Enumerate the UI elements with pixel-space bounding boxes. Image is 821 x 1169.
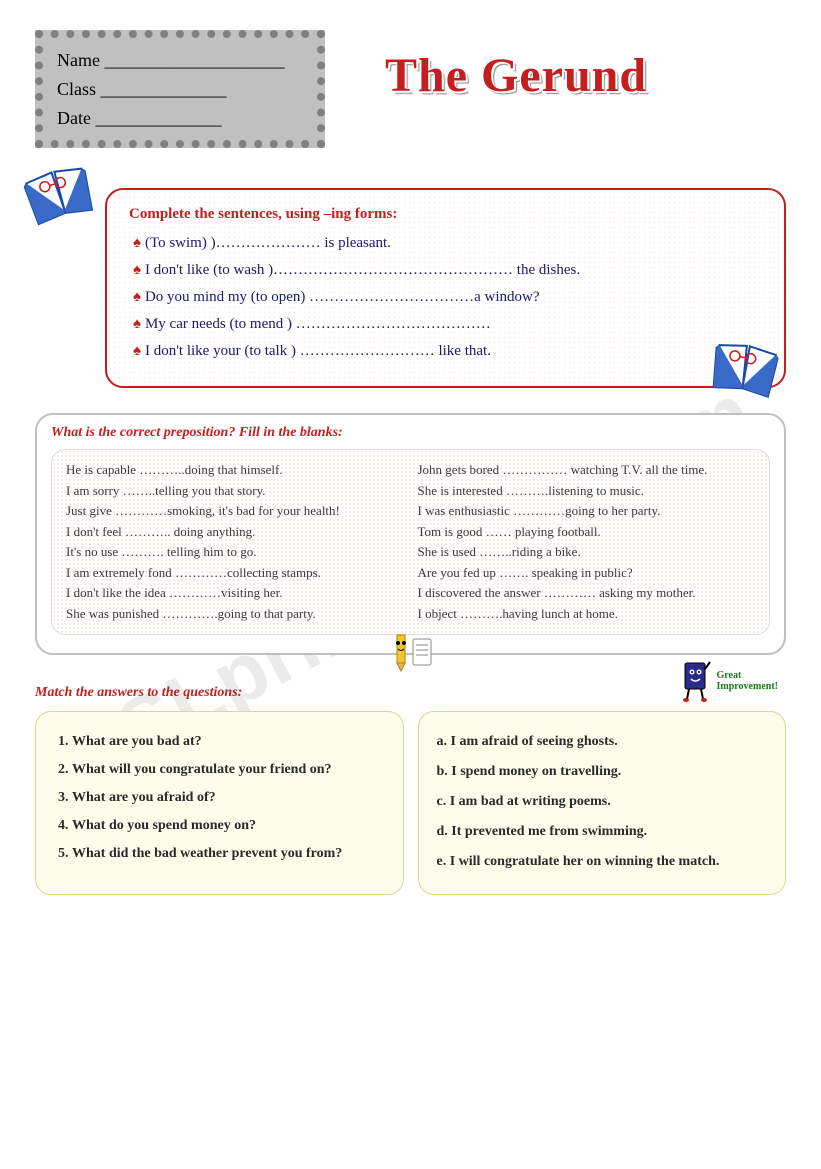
questions-box: What are you bad at? What will you congr… xyxy=(35,711,404,895)
question-item[interactable]: What are you bad at? xyxy=(58,728,385,756)
answers-box: a. I am afraid of seeing ghosts. b. I sp… xyxy=(418,711,787,895)
answer-item[interactable]: d. It prevented me from swimming. xyxy=(437,818,768,846)
questions-list: What are you bad at? What will you congr… xyxy=(54,728,385,868)
section1-box: Complete the sentences, using –ing forms… xyxy=(105,188,786,388)
section2-box: What is the correct preposition? Fill in… xyxy=(35,413,786,655)
exercise-item[interactable]: ♠I don't like your (to talk ) ……………………… … xyxy=(129,343,762,360)
section2-body: He is capable ………..doing that himself. I… xyxy=(51,449,770,635)
blank-sentence[interactable]: Tom is good …… playing football. xyxy=(418,522,756,542)
item-text: My car needs (to mend ) ………………………………… xyxy=(145,316,491,332)
class-field[interactable]: Class ______________ xyxy=(57,75,303,104)
blank-sentence[interactable]: I object ……….having lunch at home. xyxy=(418,604,756,624)
blank-sentence[interactable]: He is capable ………..doing that himself. xyxy=(66,460,404,480)
page-title: The Gerund xyxy=(385,48,647,103)
blank-sentence[interactable]: She was punished ………….going to that part… xyxy=(66,604,404,624)
question-item[interactable]: What did the bad weather prevent you fro… xyxy=(58,840,385,868)
blank-sentence[interactable]: John gets bored …………… watching T.V. all … xyxy=(418,460,756,480)
blank-sentence[interactable]: It's no use ………. telling him to go. xyxy=(66,542,404,562)
spade-icon: ♠ xyxy=(133,343,141,359)
section3-title: Match the answers to the questions: xyxy=(35,685,786,701)
question-item[interactable]: What are you afraid of? xyxy=(58,784,385,812)
section2-title: What is the correct preposition? Fill in… xyxy=(51,425,770,441)
section2-right-col: John gets bored …………… watching T.V. all … xyxy=(418,460,756,624)
answer-item[interactable]: a. I am afraid of seeing ghosts. xyxy=(437,728,768,756)
book-icon xyxy=(18,155,101,231)
header-row: Name ____________________ Class ________… xyxy=(35,30,786,148)
item-text: (To swim) )………………… is pleasant. xyxy=(145,235,391,251)
answer-item[interactable]: b. I spend money on travelling. xyxy=(437,758,768,786)
blank-sentence[interactable]: She is interested ……….listening to music… xyxy=(418,481,756,501)
blank-sentence[interactable]: I don't like the idea …………visiting her. xyxy=(66,583,404,603)
book-icon xyxy=(706,333,785,404)
name-box: Name ____________________ Class ________… xyxy=(35,30,325,148)
blank-sentence[interactable]: Just give …………smoking, it's bad for your… xyxy=(66,501,404,521)
improvement-badge: Great Improvement! xyxy=(679,659,778,703)
section3-container: Match the answers to the questions: Grea… xyxy=(35,685,786,895)
spade-icon: ♠ xyxy=(133,262,141,278)
spade-icon: ♠ xyxy=(133,235,141,251)
name-field[interactable]: Name ____________________ xyxy=(57,46,303,75)
answer-item[interactable]: e. I will congratulate her on winning th… xyxy=(437,848,768,876)
section1-container: Complete the sentences, using –ing forms… xyxy=(35,188,786,388)
question-item[interactable]: What do you spend money on? xyxy=(58,812,385,840)
date-field[interactable]: Date ______________ xyxy=(57,104,303,133)
exercise-item[interactable]: ♠(To swim) )………………… is pleasant. xyxy=(129,235,762,252)
exercise-item[interactable]: ♠My car needs (to mend ) ………………………………… xyxy=(129,316,762,333)
spade-icon: ♠ xyxy=(133,316,141,332)
blank-sentence[interactable]: I was enthusiastic …………going to her part… xyxy=(418,501,756,521)
book-character-icon xyxy=(679,659,713,703)
blank-sentence[interactable]: I don't feel ……….. doing anything. xyxy=(66,522,404,542)
blank-sentence[interactable]: I discovered the answer ………… asking my m… xyxy=(418,583,756,603)
item-text: I don't like (to wash )………………………………………… … xyxy=(145,262,580,278)
improvement-text: Great Improvement! xyxy=(717,670,778,692)
blank-sentence[interactable]: I am sorry ……..telling you that story. xyxy=(66,481,404,501)
exercise-item[interactable]: ♠Do you mind my (to open) ……………………………a w… xyxy=(129,289,762,306)
spade-icon: ♠ xyxy=(133,289,141,305)
blank-sentence[interactable]: I am extremely fond …………collecting stamp… xyxy=(66,563,404,583)
blank-sentence[interactable]: She is used ……..riding a bike. xyxy=(418,542,756,562)
item-text: I don't like your (to talk ) ……………………… l… xyxy=(145,343,491,359)
exercise-item[interactable]: ♠I don't like (to wash )…………………………………………… xyxy=(129,262,762,279)
item-text: Do you mind my (to open) ……………………………a wi… xyxy=(145,289,540,305)
section2-left-col: He is capable ………..doing that himself. I… xyxy=(66,460,404,624)
pencil-character-icon xyxy=(383,625,439,681)
question-item[interactable]: What will you congratulate your friend o… xyxy=(58,756,385,784)
blank-sentence[interactable]: Are you fed up ……. speaking in public? xyxy=(418,563,756,583)
section3-row: Great Improvement! What are you bad at? … xyxy=(35,711,786,895)
section1-title: Complete the sentences, using –ing forms… xyxy=(129,206,762,223)
answer-item[interactable]: c. I am bad at writing poems. xyxy=(437,788,768,816)
